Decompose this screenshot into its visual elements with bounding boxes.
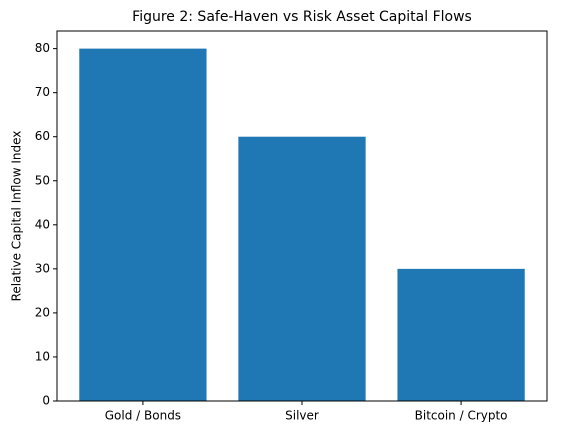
bar [238, 136, 366, 401]
y-tick-label: 50 [35, 173, 50, 187]
bar [79, 48, 207, 401]
y-tick-label: 80 [35, 41, 50, 55]
y-tick-label: 60 [35, 129, 50, 143]
y-tick-label: 30 [35, 261, 50, 275]
x-tick-label: Gold / Bonds [105, 409, 181, 423]
x-tick-label: Silver [285, 409, 319, 423]
x-tick-label: Bitcoin / Crypto [415, 409, 508, 423]
y-tick-label: 40 [35, 217, 50, 231]
bar [397, 268, 525, 401]
plot-frame [56, 30, 548, 402]
chart-title: Figure 2: Safe-Haven vs Risk Asset Capit… [132, 9, 472, 25]
y-tick-label: 20 [35, 305, 50, 319]
y-tick-label: 0 [42, 394, 50, 408]
y-tick-label: 10 [35, 349, 50, 363]
y-tick-label: 70 [35, 85, 50, 99]
y-axis-label: Relative Capital Inflow Index [10, 131, 24, 302]
